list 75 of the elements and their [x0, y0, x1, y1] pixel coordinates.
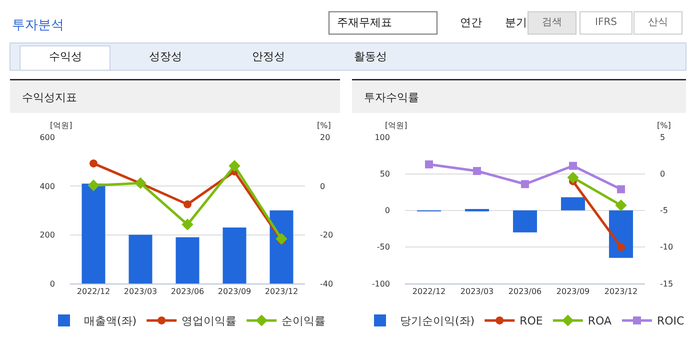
bar [128, 234, 152, 284]
y-tick-label: 600 [40, 133, 55, 142]
bar [82, 184, 106, 284]
y2-tick-label: -20 [320, 230, 334, 240]
legend-label: 영업이익률 [182, 314, 237, 328]
point [617, 242, 625, 251]
x-tick-label: 2023/06 [508, 287, 542, 296]
x-tick-label: 2022/12 [76, 287, 110, 296]
bar [176, 237, 200, 284]
x-tick-label: 2023/12 [264, 287, 298, 296]
point [567, 172, 579, 184]
chart-title: 투자수익률 [364, 91, 419, 104]
y-tick-label: 400 [40, 182, 55, 191]
point [473, 166, 481, 175]
y2-tick-label: -15 [660, 279, 674, 288]
y2-tick-label: 0 [660, 170, 666, 179]
y-tick-label: -100 [372, 279, 390, 288]
text: 분기 [505, 16, 527, 29]
legend-label: ROA [588, 314, 612, 328]
text: 활동성 [354, 50, 387, 63]
legend-label: 당기순이익(좌) [400, 314, 475, 328]
y-tick-label: 0 [50, 279, 55, 288]
point [88, 179, 100, 192]
x-tick-label: 2023/03 [124, 287, 158, 296]
bar [270, 210, 294, 284]
text: IFRS [595, 17, 617, 28]
text: 안정성 [252, 50, 285, 63]
x-tick-label: 2023/12 [604, 287, 638, 296]
y-tick-label: 0 [384, 206, 390, 216]
x-tick-label: 2023/09 [218, 287, 252, 296]
bar [222, 227, 246, 284]
legend-label: ROIC [657, 314, 685, 328]
text: 주재무제표 [337, 16, 392, 29]
text: 산식 [648, 17, 668, 28]
y-tick-label: -50 [376, 242, 390, 252]
text: 연간 [460, 16, 482, 29]
point [569, 162, 577, 170]
y-axis-title: [억원] [50, 121, 72, 130]
x-tick-label: 2022/12 [412, 287, 446, 296]
y2-axis-title: [%] [317, 121, 331, 130]
point [615, 199, 627, 212]
y2-tick-label: 0 [320, 182, 326, 191]
x-tick-label: 2023/06 [170, 287, 204, 296]
legend-label: ROE [520, 314, 543, 328]
y-tick-label: 200 [40, 230, 55, 240]
y2-tick-label: 5 [660, 133, 666, 142]
legend-label: 매출액(좌) [84, 314, 137, 328]
point [184, 200, 192, 208]
point [521, 180, 529, 188]
y2-tick-label: -5 [660, 206, 668, 216]
bar [561, 197, 585, 210]
bar [465, 208, 489, 212]
y2-tick-label: -40 [320, 279, 334, 288]
text: 투자분석 [12, 18, 64, 33]
text: 검색 [542, 17, 562, 28]
x-tick-label: 2023/09 [556, 287, 590, 296]
y-axis-title: [억원] [385, 121, 408, 130]
bar [513, 210, 537, 232]
point [276, 233, 288, 245]
point [228, 160, 240, 172]
x-tick-label: 2023/03 [460, 287, 494, 296]
y2-tick-label: 20 [320, 133, 330, 142]
point [182, 218, 194, 230]
text: 성장성 [149, 50, 182, 63]
legend-label: 순이익률 [282, 314, 326, 328]
y2-axis-title: [%] [657, 121, 671, 130]
point [425, 160, 433, 168]
point [90, 159, 98, 168]
bar [609, 210, 633, 258]
text: 수익성 [49, 50, 82, 63]
point [617, 185, 625, 194]
y-tick-label: 100 [374, 133, 390, 142]
y2-tick-label: -10 [660, 242, 674, 252]
y-tick-label: 50 [380, 170, 390, 179]
chart-title: 수익성지표 [22, 91, 77, 104]
